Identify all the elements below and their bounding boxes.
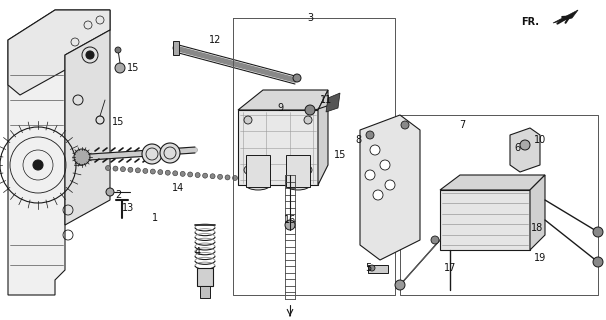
Circle shape (33, 160, 43, 170)
Text: 11: 11 (320, 95, 332, 105)
Polygon shape (530, 175, 545, 250)
Circle shape (121, 167, 125, 172)
Text: 16: 16 (284, 215, 296, 225)
Text: 17: 17 (444, 263, 456, 273)
Text: 15: 15 (127, 63, 139, 73)
Text: 9: 9 (277, 103, 283, 113)
Circle shape (593, 227, 603, 237)
Circle shape (304, 116, 312, 124)
Circle shape (115, 63, 125, 73)
Bar (286, 155, 310, 187)
Circle shape (210, 174, 215, 179)
Circle shape (115, 47, 121, 53)
Text: 3: 3 (307, 13, 313, 23)
Text: 8: 8 (355, 135, 361, 145)
Text: 4: 4 (195, 247, 201, 257)
Polygon shape (238, 110, 318, 185)
Polygon shape (65, 30, 110, 225)
Polygon shape (8, 10, 110, 295)
Circle shape (74, 149, 90, 165)
Circle shape (202, 173, 208, 178)
Text: 15: 15 (112, 117, 124, 127)
Circle shape (369, 265, 375, 271)
Polygon shape (440, 190, 530, 250)
Circle shape (431, 236, 439, 244)
Text: 13: 13 (122, 203, 134, 213)
Circle shape (105, 165, 110, 171)
Circle shape (304, 166, 312, 174)
Polygon shape (318, 90, 328, 185)
Ellipse shape (246, 150, 270, 160)
Polygon shape (326, 93, 340, 112)
Polygon shape (8, 10, 110, 95)
Circle shape (160, 143, 180, 163)
Circle shape (373, 190, 383, 200)
Circle shape (225, 175, 230, 180)
Polygon shape (553, 10, 578, 23)
Polygon shape (440, 175, 545, 190)
Circle shape (593, 257, 603, 267)
Circle shape (165, 170, 170, 175)
Circle shape (395, 280, 405, 290)
Polygon shape (510, 128, 540, 172)
Ellipse shape (246, 180, 270, 190)
Bar (173, 41, 179, 55)
Text: 1: 1 (152, 213, 158, 223)
Circle shape (195, 172, 200, 178)
Circle shape (244, 166, 252, 174)
Circle shape (401, 121, 409, 129)
Circle shape (305, 105, 315, 115)
Circle shape (233, 175, 238, 180)
Circle shape (180, 172, 185, 176)
Circle shape (86, 51, 94, 59)
Circle shape (188, 172, 193, 177)
Text: 6: 6 (514, 143, 520, 153)
Bar (197, 268, 213, 286)
Circle shape (385, 180, 395, 190)
Circle shape (285, 220, 295, 230)
Ellipse shape (286, 180, 310, 190)
Bar (246, 155, 270, 187)
Polygon shape (360, 115, 420, 260)
Circle shape (106, 188, 114, 196)
Circle shape (143, 168, 148, 173)
Text: 5: 5 (365, 263, 371, 273)
Bar (368, 265, 388, 273)
Circle shape (365, 170, 375, 180)
Circle shape (113, 166, 118, 171)
Text: 7: 7 (459, 120, 465, 130)
Circle shape (293, 74, 301, 82)
Circle shape (173, 171, 178, 176)
Circle shape (158, 170, 163, 175)
Text: 2: 2 (115, 190, 121, 200)
Ellipse shape (286, 150, 310, 160)
Polygon shape (238, 90, 328, 110)
Bar (200, 286, 210, 298)
Circle shape (128, 167, 133, 172)
Text: 18: 18 (531, 223, 543, 233)
Text: 19: 19 (534, 253, 546, 263)
Circle shape (244, 116, 252, 124)
Circle shape (150, 169, 155, 174)
Text: FR.: FR. (521, 17, 539, 27)
Text: 14: 14 (172, 183, 184, 193)
Text: 15: 15 (334, 150, 346, 160)
Circle shape (380, 160, 390, 170)
Circle shape (142, 144, 162, 164)
Circle shape (366, 131, 374, 139)
Circle shape (135, 168, 141, 173)
Circle shape (520, 140, 530, 150)
Text: 12: 12 (209, 35, 221, 45)
Circle shape (218, 174, 222, 179)
Circle shape (370, 145, 380, 155)
Text: 10: 10 (534, 135, 546, 145)
